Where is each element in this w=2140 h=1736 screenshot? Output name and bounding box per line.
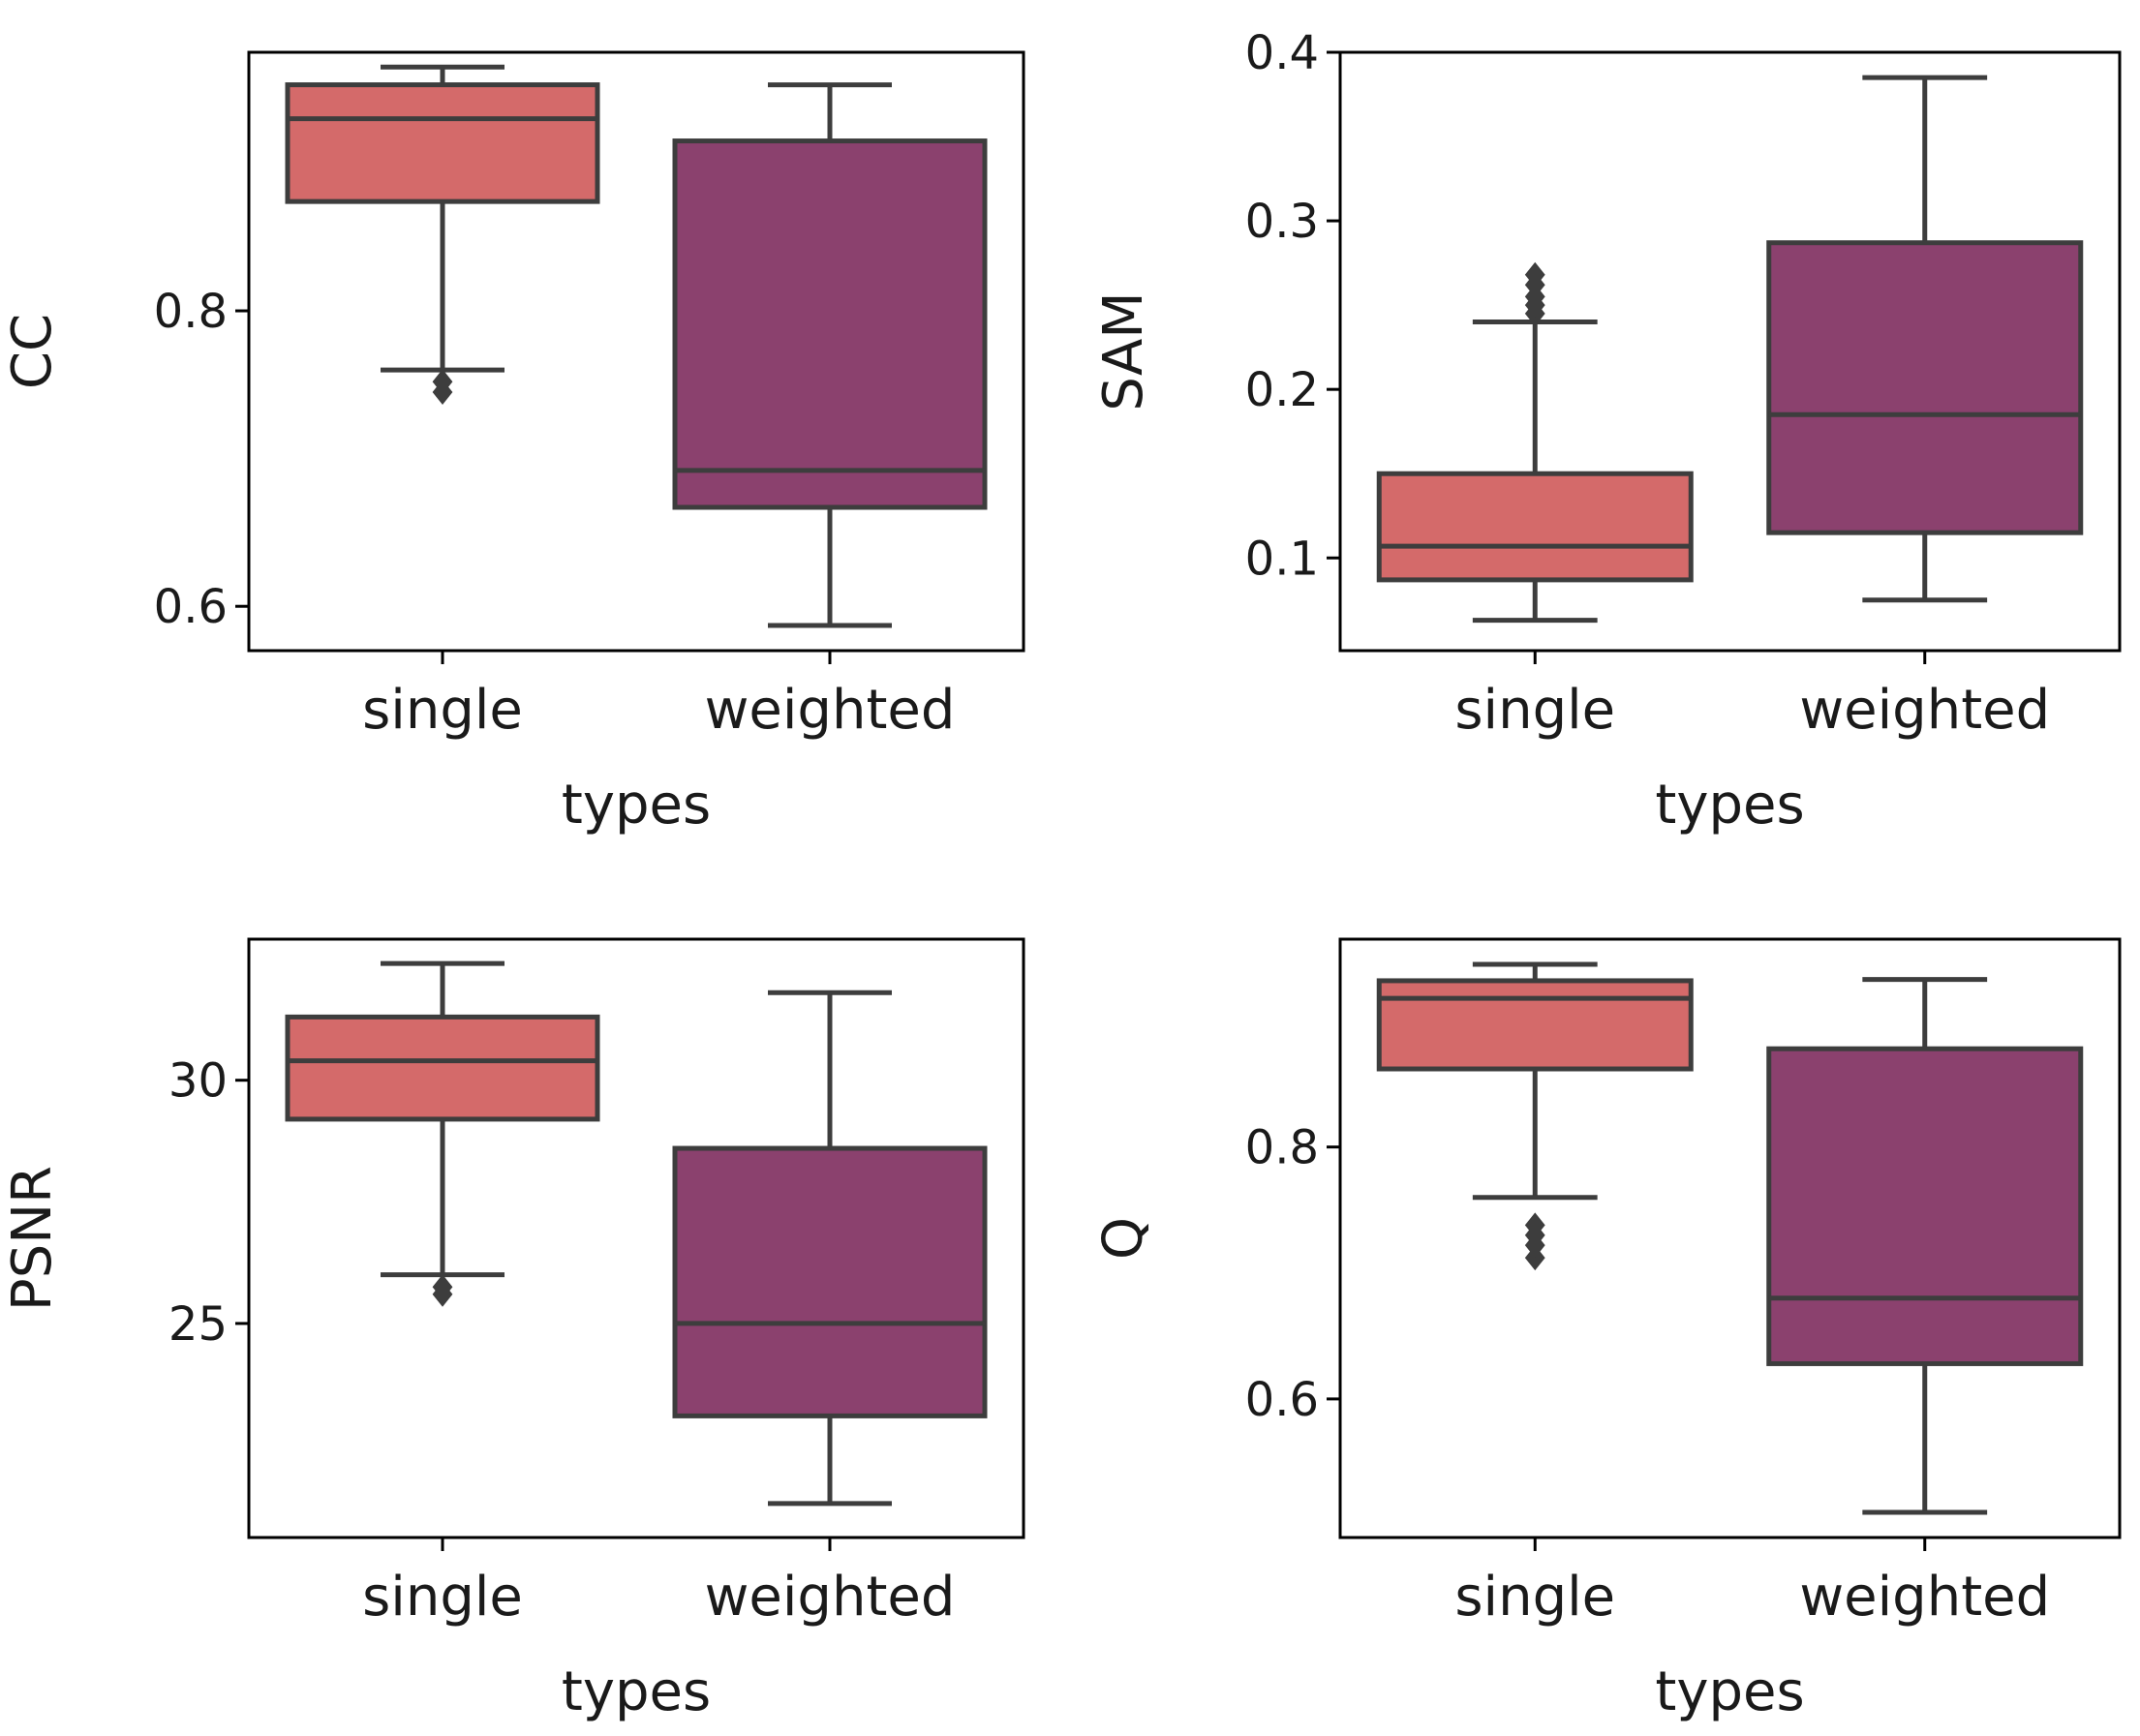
y-tick-label-sam-0: 0.1	[1245, 532, 1319, 586]
y-tick-label-sam-2: 0.3	[1245, 195, 1319, 249]
y-tick-label-q-1: 0.8	[1245, 1121, 1319, 1175]
box-q-single	[1376, 978, 1694, 1072]
x-axis-title-sam: types	[1655, 774, 1804, 837]
chart-panel-q: single weighted 0.6 0.8 types Q	[1092, 937, 2122, 1723]
x-tick-label-sam-single: single	[1454, 679, 1615, 742]
outlier-marker-psnr-single-1	[432, 1274, 453, 1300]
plot-frame-psnr	[247, 937, 1025, 1539]
x-axis-title-psnr: types	[562, 1660, 711, 1723]
x-tick-label-cc-weighted: weighted	[705, 679, 956, 742]
y-tick-label-cc-1: 0.8	[154, 285, 228, 339]
y-tick-label-psnr-1: 30	[168, 1054, 228, 1109]
x-tick-label-sam-weighted: weighted	[1799, 679, 2050, 742]
plot-frame-cc	[247, 50, 1025, 653]
plot-frame-q	[1338, 937, 2122, 1539]
y-tick-label-sam-1: 0.2	[1245, 363, 1319, 417]
y-tick-label-psnr-0: 25	[168, 1297, 228, 1352]
box-q-weighted	[1766, 1046, 2084, 1366]
plot-frame-sam	[1338, 50, 2122, 653]
chart-panel-psnr: single weighted 25 30 types PSNR	[1, 937, 1025, 1723]
x-tick-label-cc-single: single	[362, 679, 523, 742]
y-axis-title-psnr: PSNR	[1, 1166, 64, 1311]
outlier-marker-cc-single-1	[432, 369, 453, 395]
chart-panel-sam: single weighted 0.1 0.2 0.3 0.4 types SAM	[1092, 26, 2122, 837]
box-psnr-weighted	[672, 1145, 988, 1418]
box-cc-single	[285, 82, 600, 204]
x-tick-label-psnr-single: single	[362, 1566, 523, 1629]
x-axis-title-q: types	[1655, 1660, 1804, 1723]
x-tick-label-q-weighted: weighted	[1799, 1566, 2050, 1629]
chart-panel-cc: single weighted 0.6 0.8 types CC	[1, 50, 1025, 837]
x-tick-label-psnr-weighted: weighted	[705, 1566, 956, 1629]
y-tick-label-q-0: 0.6	[1245, 1373, 1319, 1427]
outlier-marker-sam-single-4	[1524, 261, 1545, 288]
y-tick-label-cc-0: 0.6	[154, 580, 228, 634]
box-sam-single	[1376, 471, 1694, 583]
y-axis-title-sam: SAM	[1092, 291, 1155, 411]
box-sam-weighted	[1766, 240, 2084, 535]
x-axis-title-cc: types	[562, 774, 711, 837]
y-axis-title-cc: CC	[1, 314, 64, 389]
y-axis-title-q: Q	[1092, 1217, 1155, 1260]
box-cc-weighted	[672, 138, 988, 510]
outlier-marker-q-single-0	[1524, 1245, 1545, 1271]
box-psnr-single	[285, 1014, 600, 1122]
y-tick-label-sam-3: 0.4	[1245, 26, 1319, 80]
x-tick-label-q-single: single	[1454, 1566, 1615, 1629]
outlier-marker-q-single-3	[1524, 1212, 1545, 1238]
